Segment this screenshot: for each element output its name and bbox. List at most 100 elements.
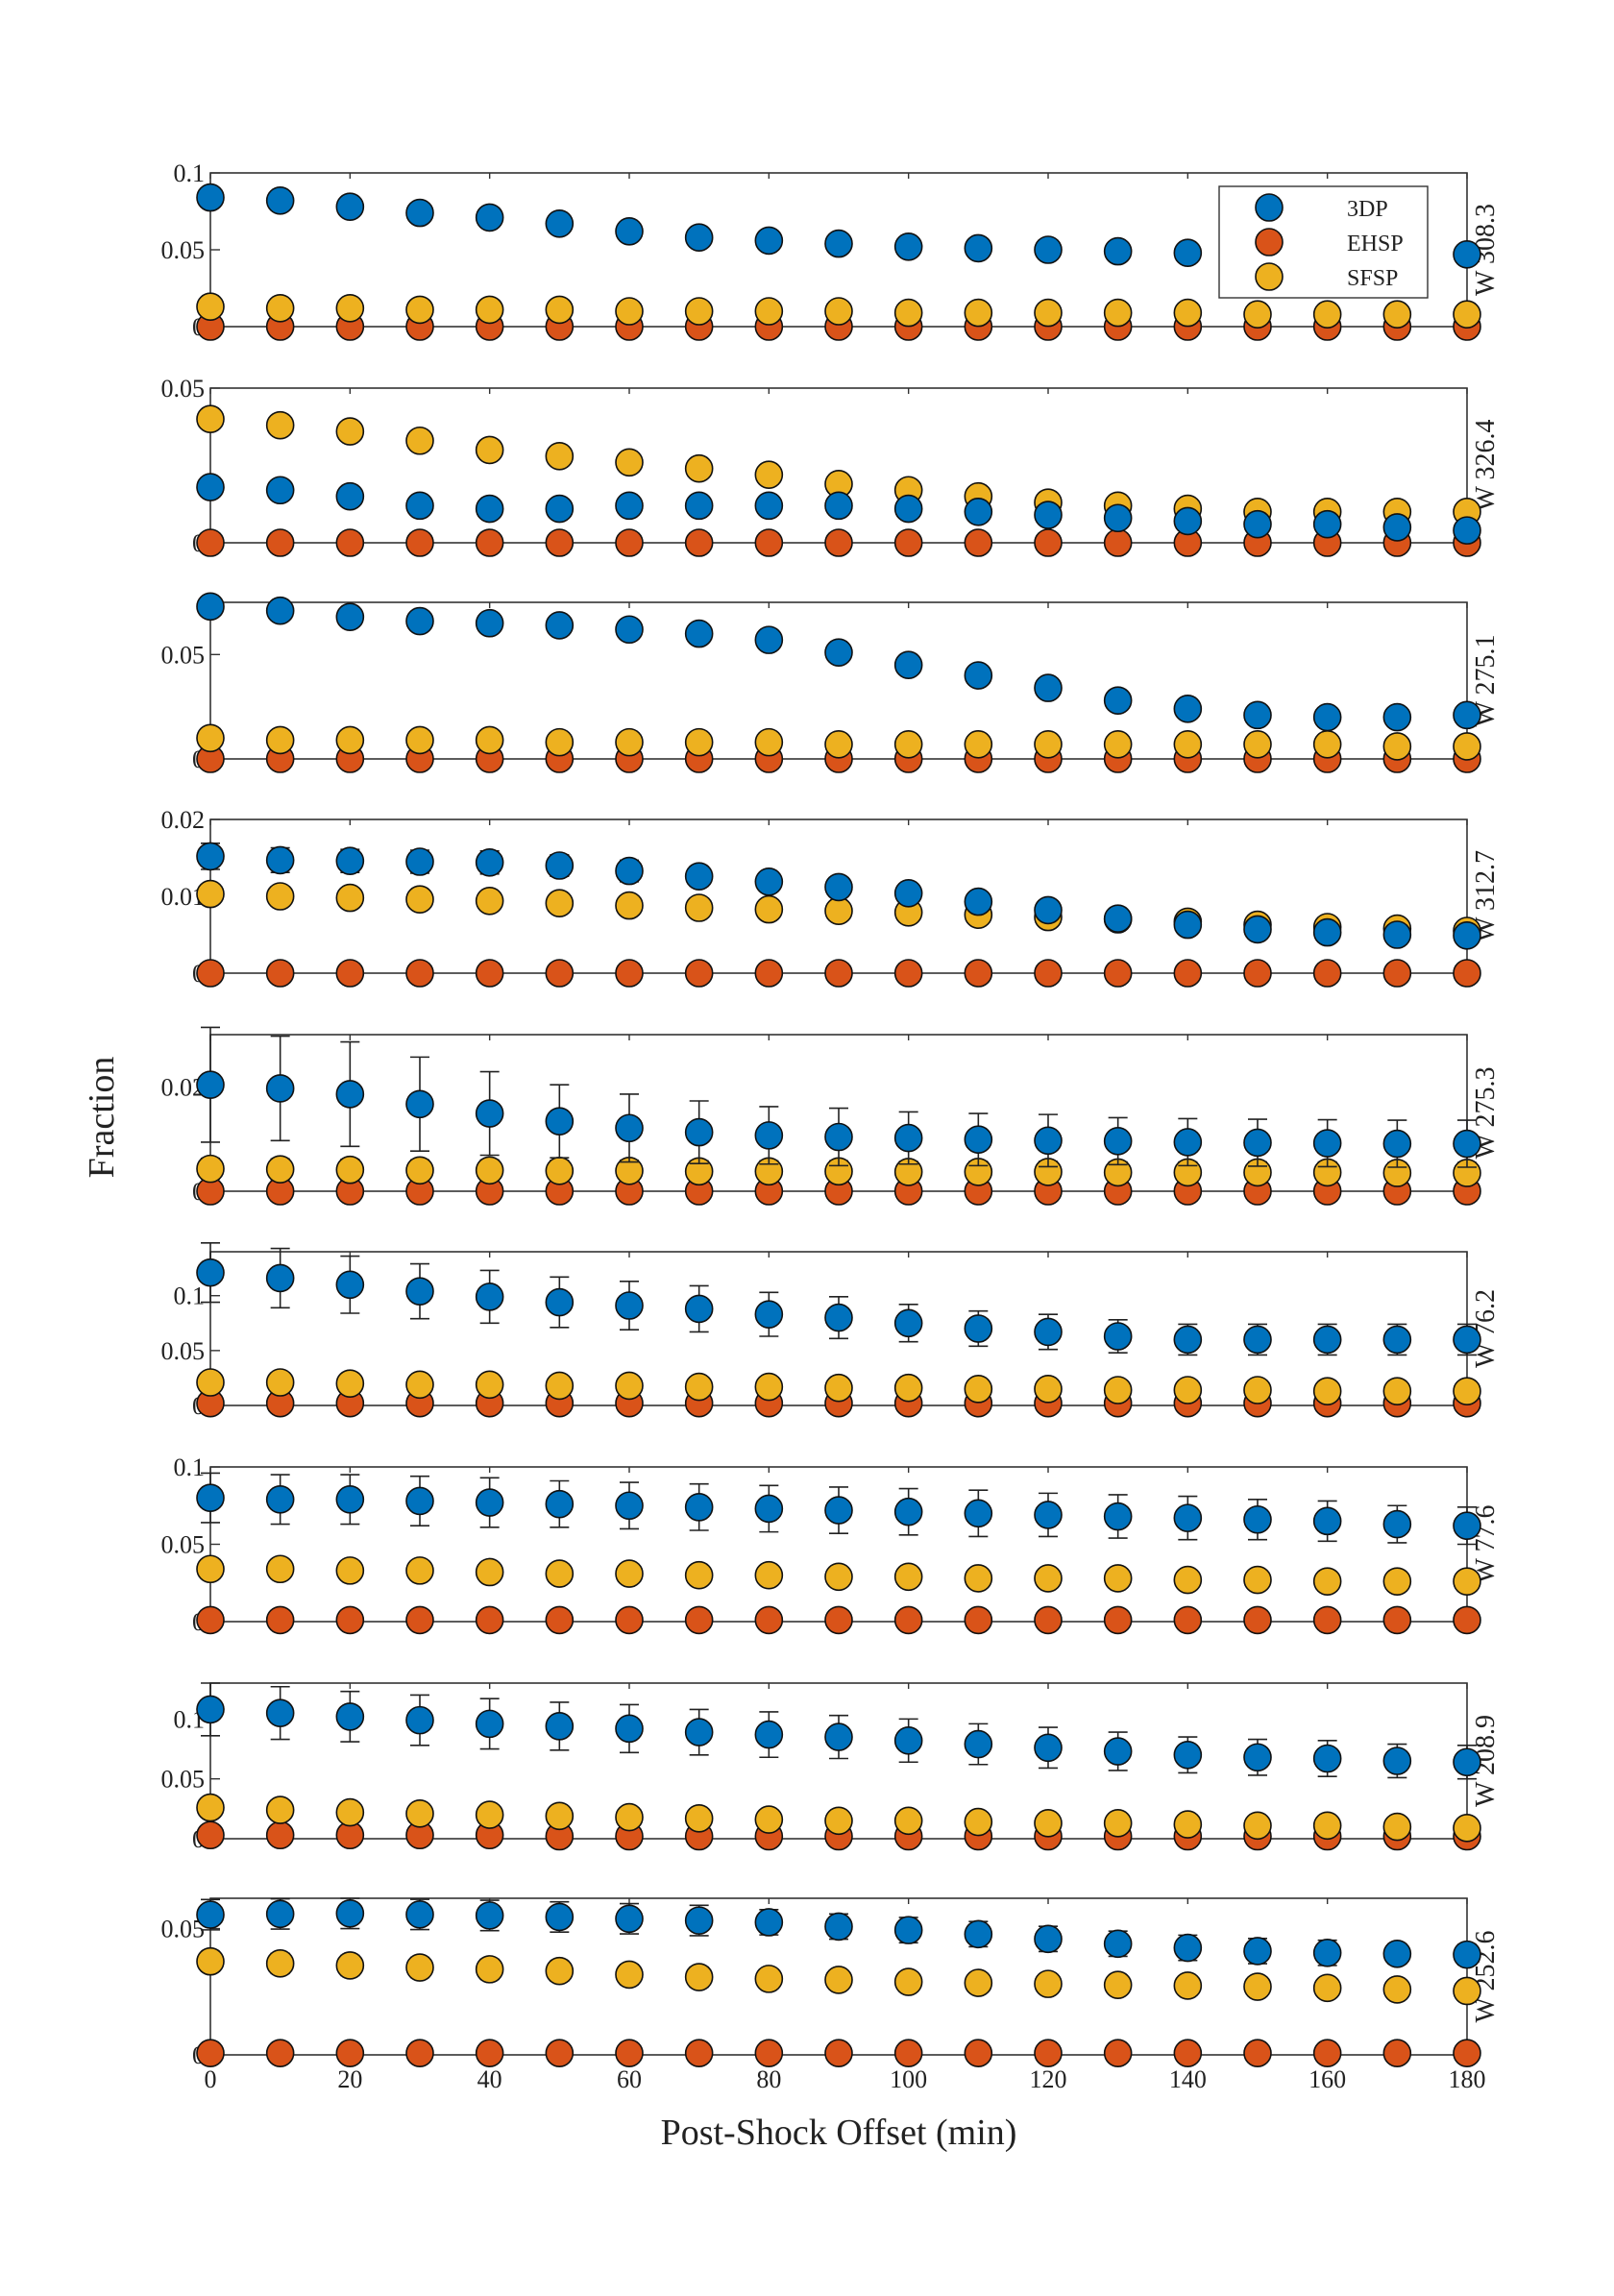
data-point — [1453, 1129, 1481, 1159]
data-point — [615, 856, 644, 886]
data-point — [964, 959, 993, 988]
data-point — [684, 619, 714, 648]
data-point — [1034, 298, 1063, 328]
data-point — [615, 2039, 644, 2067]
data-point — [265, 1605, 295, 1635]
data-point — [684, 1372, 714, 1402]
data-point — [405, 885, 434, 915]
data-point — [684, 2039, 714, 2067]
y-tick-label: 0.05 — [161, 1766, 206, 1794]
data-point — [754, 460, 784, 489]
data-point — [405, 1799, 434, 1828]
data-point — [1312, 2039, 1342, 2067]
series-ehsp — [196, 2039, 1481, 2067]
data-point — [1382, 702, 1412, 732]
data-point — [1034, 1375, 1063, 1404]
data-point — [1312, 959, 1342, 988]
data-point — [1173, 506, 1203, 536]
data-point — [1034, 1605, 1063, 1635]
data-point — [615, 217, 644, 246]
data-point — [335, 883, 365, 913]
data-point — [824, 1605, 853, 1635]
data-point — [475, 1709, 504, 1739]
series-ehsp — [196, 1605, 1481, 1635]
data-point — [1103, 2039, 1133, 2067]
data-point — [405, 959, 434, 988]
data-point — [265, 1698, 295, 1727]
data-point — [1103, 528, 1133, 557]
data-point — [1382, 959, 1412, 988]
y-tick-label: 0.02 — [161, 806, 206, 834]
data-point — [1034, 1126, 1063, 1156]
data-point — [475, 1488, 504, 1517]
data-point — [1453, 700, 1481, 730]
data-point — [1173, 1376, 1203, 1404]
data-point — [1382, 1746, 1412, 1775]
data-point — [824, 297, 853, 326]
series-3dp — [196, 1897, 1481, 1969]
series-3dp — [196, 1472, 1481, 1546]
data-point — [1312, 729, 1342, 759]
data-point — [196, 528, 225, 557]
data-point — [1034, 1501, 1063, 1529]
x-tick-label: 40 — [477, 2065, 502, 2093]
data-point — [1034, 1564, 1063, 1593]
data-point — [405, 295, 434, 325]
series-3dp — [196, 842, 1481, 950]
y-axis-title: Fraction — [82, 1057, 122, 1179]
panel-1: 00.05W 326.4 — [161, 375, 1502, 557]
data-point — [684, 1718, 714, 1746]
data-point — [196, 1070, 225, 1099]
y-tick-label: 0.05 — [161, 1531, 206, 1559]
data-point — [475, 494, 504, 524]
data-point — [824, 229, 853, 258]
data-point — [964, 1564, 993, 1593]
series-sfsp — [196, 1793, 1481, 1843]
data-point — [335, 192, 365, 221]
data-point — [1312, 1567, 1342, 1596]
data-point — [824, 1966, 853, 1994]
data-point — [265, 1074, 295, 1103]
data-point — [1453, 732, 1481, 761]
data-point — [1453, 1511, 1481, 1540]
data-point — [754, 297, 784, 326]
data-point — [335, 528, 365, 557]
data-point — [405, 1705, 434, 1735]
data-point — [545, 727, 575, 757]
data-point — [335, 1605, 365, 1635]
data-point — [615, 1291, 644, 1320]
data-point — [196, 404, 225, 434]
data-point — [1173, 238, 1203, 268]
data-point — [964, 1375, 993, 1404]
data-point — [475, 886, 504, 916]
data-point — [265, 596, 295, 625]
data-point — [684, 893, 714, 922]
data-point — [1453, 1747, 1481, 1777]
data-point — [1312, 702, 1342, 732]
data-point — [1034, 501, 1063, 529]
data-point — [545, 295, 575, 325]
data-point — [754, 1908, 784, 1937]
data-point — [196, 2039, 225, 2067]
data-point — [615, 1904, 644, 1934]
data-point — [684, 453, 714, 483]
x-tick-label: 140 — [1169, 2065, 1207, 2093]
data-point — [1382, 1325, 1412, 1355]
data-point — [964, 1919, 993, 1949]
data-point — [1453, 2039, 1481, 2067]
data-point — [893, 1605, 923, 1635]
data-point — [893, 232, 923, 261]
data-point — [615, 1371, 644, 1401]
data-point — [824, 872, 853, 902]
data-point — [824, 1373, 853, 1403]
x-tick-label: 120 — [1030, 2065, 1067, 2093]
data-point — [196, 879, 225, 909]
data-point — [335, 1951, 365, 1980]
data-point — [196, 1820, 225, 1850]
data-point — [1173, 959, 1203, 988]
data-point — [615, 297, 644, 326]
y-tick-label: 0.1 — [174, 1282, 206, 1310]
y-tick-label: 0.05 — [161, 1337, 206, 1365]
data-point — [1312, 1605, 1342, 1635]
data-point — [1453, 239, 1481, 269]
